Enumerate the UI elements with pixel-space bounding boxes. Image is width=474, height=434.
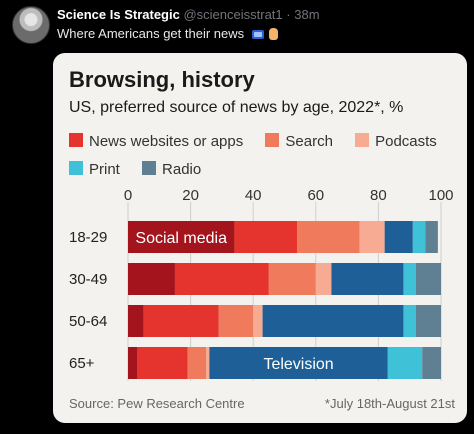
- category-label: 18-29: [69, 229, 107, 246]
- bar-segment-podcasts: [206, 347, 210, 379]
- bar-segment-social-media: [128, 263, 175, 295]
- bar-segment-podcasts: [359, 221, 385, 253]
- legend-item-print: Print: [69, 161, 120, 178]
- legend-swatch: [69, 161, 83, 175]
- x-tick-label: 0: [124, 188, 132, 204]
- timestamp[interactable]: 38m: [294, 7, 320, 22]
- hand-emoji-icon: [269, 28, 279, 40]
- legend-swatch: [355, 133, 370, 147]
- bar-segment-news-websites-or-apps: [174, 263, 269, 295]
- bar-segment-print: [412, 221, 426, 253]
- bar-segment-other: [415, 263, 441, 295]
- bar-segment-radio: [331, 263, 404, 295]
- x-tick-label: 60: [307, 188, 324, 204]
- legend-item-news-websites: News websites or apps: [69, 133, 243, 150]
- bar-segment-search: [187, 347, 207, 379]
- television-emoji-icon: [251, 30, 264, 39]
- chart-subtitle: US, preferred source of news by age, 202…: [69, 99, 404, 116]
- bar-segment-news-websites-or-apps: [137, 347, 188, 379]
- bar-segment-news-websites-or-apps: [234, 221, 298, 253]
- x-tick-label: 20: [182, 188, 199, 204]
- bar-segment-print: [387, 347, 423, 379]
- author-line: Science Is Strategic @scienceisstrat1 · …: [57, 7, 320, 22]
- category-label: 30-49: [69, 271, 107, 288]
- chart-note: *July 18th-August 21st: [324, 396, 455, 411]
- bar-segment-radio: [384, 221, 413, 253]
- avatar[interactable]: [12, 6, 50, 44]
- bar-segment-podcasts: [253, 305, 263, 337]
- bar-segment-other: [422, 347, 441, 379]
- legend-swatch: [69, 133, 83, 147]
- bar-segment-print: [403, 263, 416, 295]
- x-tick-label: 100: [428, 188, 453, 204]
- x-tick-label: 40: [245, 188, 262, 204]
- bar-segment-search: [268, 263, 316, 295]
- legend-item-search: Search: [265, 133, 333, 150]
- bar-segment-print: [403, 305, 416, 337]
- annotation-television: Television: [263, 356, 333, 373]
- tweet-text: Where Americans get their news: [57, 26, 279, 41]
- bar-segment-social-media: [128, 347, 138, 379]
- x-tick-label: 80: [370, 188, 387, 204]
- bar-segment-social-media: [128, 221, 235, 253]
- chart-title: Browsing, history: [69, 67, 255, 92]
- author-name[interactable]: Science Is Strategic: [57, 7, 180, 22]
- legend-item-podcasts: Podcasts: [355, 133, 437, 150]
- category-label: 50-64: [69, 313, 107, 330]
- legend-row-2: Print Radio: [69, 161, 219, 178]
- bar-segment-radio: [209, 347, 388, 379]
- author-handle[interactable]: @scienceisstrat1: [183, 7, 283, 22]
- annotation-social-media: Social media: [135, 230, 227, 247]
- bar-segment-radio: [262, 305, 404, 337]
- chart-image[interactable]: Browsing, history US, preferred source o…: [53, 53, 467, 423]
- bar-segment-other: [415, 305, 441, 337]
- bar-segment-other: [425, 221, 438, 253]
- chart-source: Source: Pew Research Centre: [69, 396, 245, 411]
- legend-swatch: [265, 133, 280, 147]
- bar-segment-podcasts: [315, 263, 332, 295]
- tweet-header: Science Is Strategic @scienceisstrat1 · …: [12, 6, 462, 46]
- legend-swatch: [142, 161, 157, 175]
- bar-segment-news-websites-or-apps: [143, 305, 219, 337]
- separator: ·: [286, 7, 291, 22]
- bar-segment-search: [218, 305, 254, 337]
- legend-item-radio: Radio: [142, 161, 201, 178]
- tweet-text-content: Where Americans get their news: [57, 26, 245, 41]
- bar-segment-search: [297, 221, 360, 253]
- legend-row-1: News websites or apps Search Podcasts: [69, 133, 455, 150]
- bar-segment-social-media: [128, 305, 144, 337]
- stacked-bar-chart: 0 20 40 60 80 100 18-29 30-49 50-64 65+ Social med…: [69, 188, 454, 381]
- category-label: 65+: [69, 355, 95, 372]
